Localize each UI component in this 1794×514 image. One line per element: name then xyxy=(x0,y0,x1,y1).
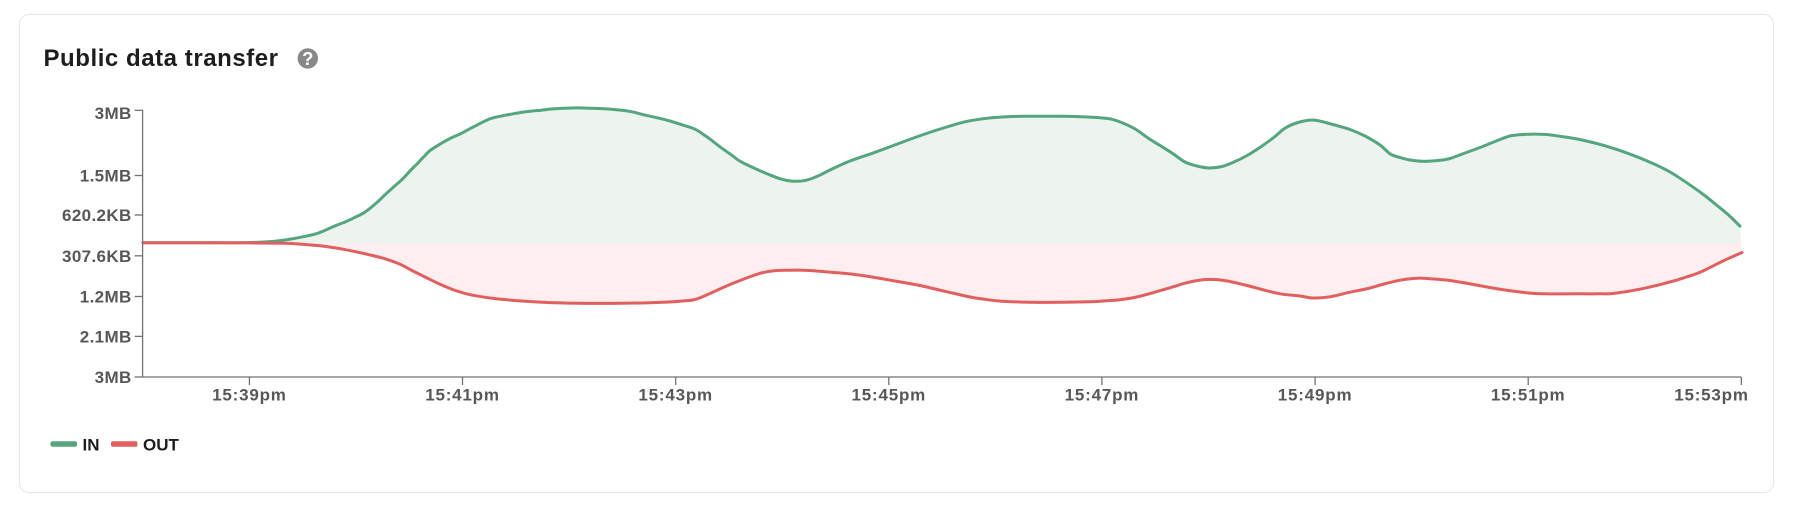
svg-text:2.1MB: 2.1MB xyxy=(80,328,132,347)
svg-text:OUT: OUT xyxy=(143,435,180,454)
svg-text:15:47pm: 15:47pm xyxy=(1065,385,1140,404)
svg-text:15:49pm: 15:49pm xyxy=(1278,385,1353,404)
svg-text:?: ? xyxy=(302,48,313,69)
svg-text:3MB: 3MB xyxy=(95,104,132,123)
svg-text:15:43pm: 15:43pm xyxy=(638,385,713,404)
svg-text:IN: IN xyxy=(83,435,100,454)
svg-text:307.6KB: 307.6KB xyxy=(62,247,132,266)
svg-text:Public data transfer: Public data transfer xyxy=(44,45,279,72)
svg-text:15:53pm: 15:53pm xyxy=(1674,385,1749,404)
svg-text:1.5MB: 1.5MB xyxy=(80,167,132,186)
svg-text:15:41pm: 15:41pm xyxy=(425,385,500,404)
svg-text:15:39pm: 15:39pm xyxy=(212,385,287,404)
svg-text:620.2KB: 620.2KB xyxy=(62,206,132,225)
svg-text:15:45pm: 15:45pm xyxy=(852,385,927,404)
svg-text:15:51pm: 15:51pm xyxy=(1491,385,1566,404)
svg-text:1.2MB: 1.2MB xyxy=(80,288,132,307)
svg-text:3MB: 3MB xyxy=(95,368,132,387)
